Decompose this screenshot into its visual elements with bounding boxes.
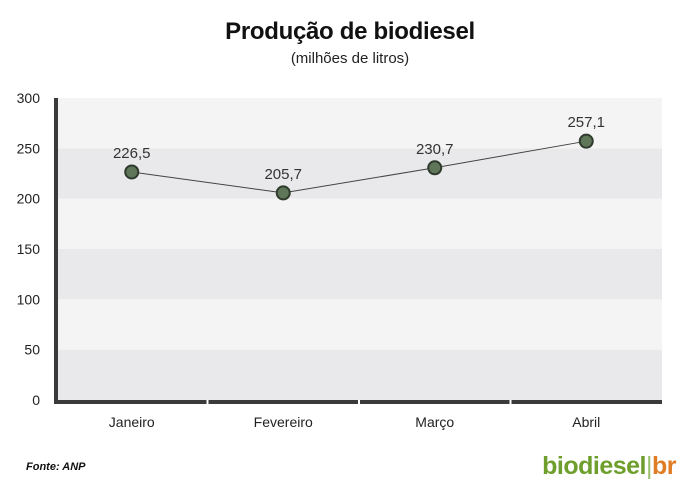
grid-band [56, 98, 662, 149]
grid-band [56, 198, 662, 249]
series-polyline [131, 140, 587, 194]
series-line [131, 140, 587, 194]
data-point [578, 133, 594, 149]
chart-subtitle: (milhões de litros) [290, 50, 410, 67]
data-label: 257,1 [567, 114, 605, 131]
grid-band [56, 349, 662, 400]
data-labels: 226,5 205,7 230,7 257,1 [113, 114, 605, 183]
chart-title: Produção de biodiesel [225, 18, 475, 45]
plot-background-bands [56, 98, 662, 400]
data-points [124, 133, 594, 201]
brand-logo-separator: | [646, 452, 653, 480]
data-label: 230,7 [416, 141, 454, 158]
x-tick-label: Fevereiro [254, 414, 313, 430]
y-tick-label: 50 [24, 342, 40, 358]
y-tick-label: 0 [32, 392, 40, 408]
data-point [124, 164, 140, 180]
y-tick-labels: 0 50 100 150 200 250 300 [17, 90, 41, 408]
brand-logo-part2: br [652, 452, 677, 480]
x-tick-label: Abril [572, 414, 600, 430]
grid-band [56, 249, 662, 300]
y-tick-label: 250 [17, 140, 41, 156]
data-label: 226,5 [113, 145, 151, 162]
data-point [275, 185, 291, 201]
y-tick-label: 150 [17, 241, 41, 257]
x-tick-labels: Janeiro Fevereiro Março Abril [109, 414, 600, 430]
grid-band [56, 299, 662, 350]
data-label: 205,7 [264, 166, 302, 183]
y-tick-label: 200 [17, 191, 41, 207]
axes [54, 98, 662, 404]
y-tick-label: 300 [17, 90, 41, 106]
brand-logo-part1: biodiesel [542, 452, 646, 480]
x-tick-label: Março [415, 414, 454, 430]
data-point [427, 160, 443, 176]
y-tick-label: 100 [17, 291, 41, 307]
brand-logo: biodiesel|br [542, 452, 676, 481]
source-note: Fonte: ANP [26, 461, 86, 473]
grid-band [56, 148, 662, 199]
x-tick-label: Janeiro [109, 414, 155, 430]
